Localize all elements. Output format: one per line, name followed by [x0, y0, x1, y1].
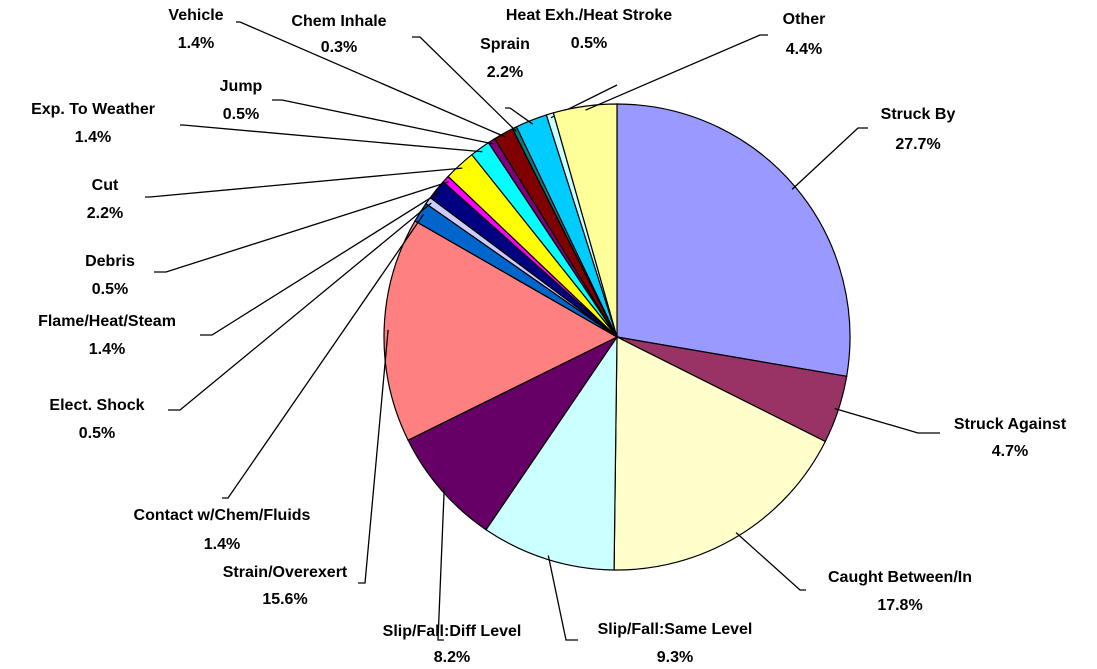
- leader-line: [236, 21, 506, 138]
- slice-value-label: 15.6%: [262, 591, 307, 608]
- slice-value-label: 1.4%: [204, 536, 240, 553]
- pie-slice: [407, 335, 619, 531]
- slice-label: Jump: [220, 78, 263, 95]
- leader-line: [200, 191, 440, 336]
- leader-line: [358, 329, 389, 584]
- leader-line: [834, 407, 940, 434]
- slice-value-label: 1.4%: [178, 35, 214, 52]
- pie-slice: [485, 335, 618, 571]
- leader-line: [222, 213, 425, 499]
- slice-value-label: 4.4%: [786, 41, 822, 58]
- slice-value-label: 27.7%: [895, 136, 940, 153]
- slice-label: Exp. To Weather: [31, 101, 155, 118]
- slice-label: Flame/Heat/Steam: [38, 313, 176, 330]
- slice-label: Elect. Shock: [49, 397, 144, 414]
- leader-line: [180, 124, 483, 153]
- leader-line: [791, 127, 868, 190]
- leader-line: [154, 181, 449, 273]
- leader-line: [547, 555, 578, 641]
- leader-line: [735, 532, 806, 591]
- leader-line: [505, 107, 534, 125]
- slice-value-label: 1.4%: [75, 129, 111, 146]
- pie-slice: [552, 103, 618, 338]
- slice-label: Heat Exh./Heat Stroke: [506, 7, 672, 24]
- slice-value-label: 0.5%: [92, 281, 128, 298]
- slice-value-label: 17.8%: [877, 597, 922, 614]
- leader-line: [145, 167, 463, 198]
- slice-label: Vehicle: [168, 7, 223, 24]
- slice-label: Chem Inhale: [291, 13, 386, 30]
- slice-label: Caught Between/In: [828, 569, 972, 586]
- slice-value-label: 2.2%: [87, 205, 123, 222]
- leader-line: [437, 487, 445, 641]
- slice-value-label: 0.5%: [79, 425, 115, 442]
- slice-value-label: 8.2%: [434, 649, 470, 666]
- slice-label: Struck Against: [954, 416, 1067, 433]
- slice-label: Strain/Overexert: [223, 564, 348, 581]
- slice-label: Other: [783, 11, 826, 28]
- leader-line: [168, 202, 432, 411]
- leader-line: [272, 99, 494, 145]
- leader-line: [585, 34, 768, 111]
- leader-line: [412, 36, 517, 132]
- slice-label: Contact w/Chem/Fluids: [134, 507, 311, 524]
- slice-value-label: 0.5%: [571, 35, 607, 52]
- pie-slice: [616, 103, 851, 378]
- slice-value-label: 9.3%: [657, 649, 693, 666]
- slice-label: Debris: [85, 253, 135, 270]
- slice-label: Slip/Fall:Same Level: [598, 621, 753, 638]
- slice-value-label: 0.5%: [223, 106, 259, 123]
- slice-value-label: 2.2%: [487, 64, 523, 81]
- slice-label: Cut: [92, 177, 119, 194]
- slice-label: Sprain: [480, 36, 530, 53]
- slice-label: Slip/Fall:Diff Level: [383, 623, 522, 640]
- slice-label: Struck By: [881, 106, 956, 123]
- slice-value-label: 1.4%: [89, 341, 125, 358]
- pie-slice: [613, 336, 827, 571]
- slice-value-label: 0.3%: [321, 39, 357, 56]
- slice-value-label: 4.7%: [992, 443, 1028, 460]
